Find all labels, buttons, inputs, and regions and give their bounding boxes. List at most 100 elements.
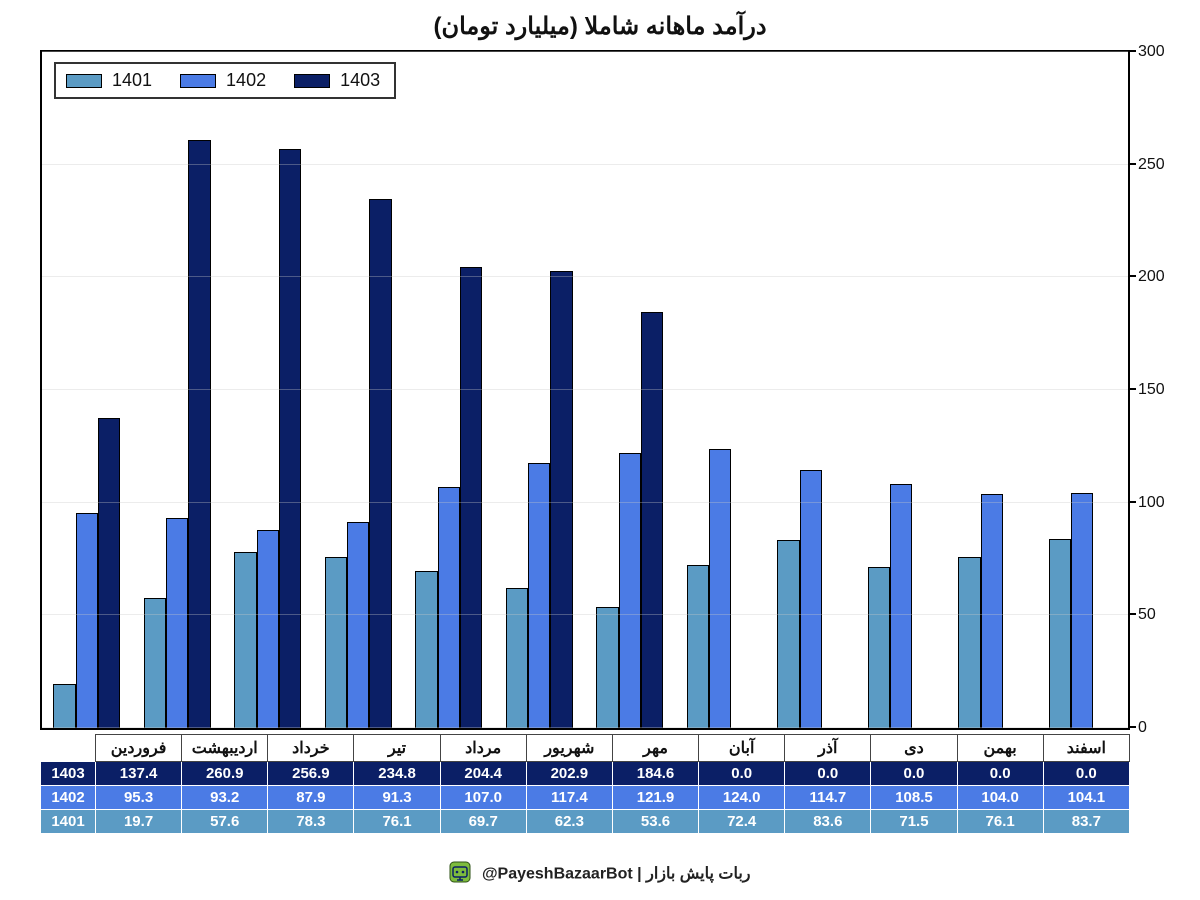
month-slot [314,52,405,728]
footer-handle: @PayeshBazaarBot [482,866,633,883]
month-slot [133,52,224,728]
y-tick-mark [1128,726,1136,728]
bar [687,565,709,728]
table-cell: 124.0 [699,786,785,810]
table-cell: 108.5 [871,786,957,810]
table-month-header: اردیبهشت [182,735,268,762]
table-cell: 71.5 [871,810,957,834]
legend-label: 1402 [226,70,266,91]
table-month-header: تیر [354,735,440,762]
table-cell: 104.1 [1043,786,1129,810]
table-month-header: مهر [612,735,698,762]
month-slot [766,52,857,728]
table-row-header: 1401 [41,810,96,834]
table-cell: 19.7 [96,810,182,834]
table-cell: 0.0 [699,762,785,786]
footer-text: ربات پایش بازار [646,866,750,883]
bar [369,199,391,728]
table-cell: 104.0 [957,786,1043,810]
legend-swatch [66,74,102,88]
table-cell: 76.1 [957,810,1043,834]
bar [506,588,528,728]
table-cell: 62.3 [526,810,612,834]
bar [981,494,1003,728]
table-cell: 260.9 [182,762,268,786]
table-cell: 78.3 [268,810,354,834]
table-cell: 91.3 [354,786,440,810]
bot-icon [449,861,471,888]
table-cell: 53.6 [612,810,698,834]
table-cell: 0.0 [785,762,871,786]
bar [98,418,120,728]
table-cell: 137.4 [96,762,182,786]
table-row-header: 1402 [41,786,96,810]
gridline [42,276,1128,277]
bar [777,540,799,728]
chart-area: 140114021403 050100150200250300 [40,50,1130,730]
table-cell: 234.8 [354,762,440,786]
bar [709,449,731,728]
gridline [42,502,1128,503]
bar [347,522,369,728]
y-tick-mark [1128,275,1136,277]
bar [868,567,890,728]
month-slot [857,52,948,728]
table-cell: 0.0 [1043,762,1129,786]
table-month-header: مرداد [440,735,526,762]
gridline [42,389,1128,390]
table-month-header: دی [871,735,957,762]
month-slot [676,52,767,728]
month-slot [495,52,586,728]
gridline [42,51,1128,52]
table-cell: 114.7 [785,786,871,810]
table-cell: 0.0 [957,762,1043,786]
month-slot [223,52,314,728]
bar [257,530,279,728]
table-month-header: شهریور [526,735,612,762]
y-tick-mark [1128,613,1136,615]
table-month-header: اسفند [1043,735,1129,762]
table-row-header: 1403 [41,762,96,786]
table-cell: 184.6 [612,762,698,786]
month-slot [404,52,495,728]
table-cell: 121.9 [612,786,698,810]
table-cell: 76.1 [354,810,440,834]
table-cell: 107.0 [440,786,526,810]
legend-swatch [294,74,330,88]
table-cell: 95.3 [96,786,182,810]
bar [438,487,460,728]
table-month-header: فروردین [96,735,182,762]
legend: 140114021403 [54,62,396,99]
chart-title: درآمد ماهانه شاملا (میلیارد تومان) [0,0,1200,45]
bar [1071,493,1093,728]
bar [234,552,256,728]
bar [144,598,166,728]
table-month-header: آذر [785,735,871,762]
y-tick-mark [1128,163,1136,165]
month-slot [1038,52,1129,728]
bar [550,271,572,728]
bar [76,513,98,728]
bar [958,557,980,728]
y-tick-label: 0 [1138,719,1183,737]
footer-sep: | [637,866,646,883]
y-tick-label: 100 [1138,494,1183,512]
legend-swatch [180,74,216,88]
bar [641,312,663,728]
y-tick-label: 200 [1138,268,1183,286]
y-tick-label: 150 [1138,381,1183,399]
legend-item: 1402 [180,70,266,91]
bar [800,470,822,728]
month-slot [42,52,133,728]
y-tick-mark [1128,50,1136,52]
bar [325,557,347,728]
bar [619,453,641,728]
table-month-header: بهمن [957,735,1043,762]
bar [279,149,301,728]
month-slot [585,52,676,728]
bar [1049,539,1071,728]
table-cell: 0.0 [871,762,957,786]
gridline [42,727,1128,728]
gridline [42,614,1128,615]
bar [188,140,210,728]
